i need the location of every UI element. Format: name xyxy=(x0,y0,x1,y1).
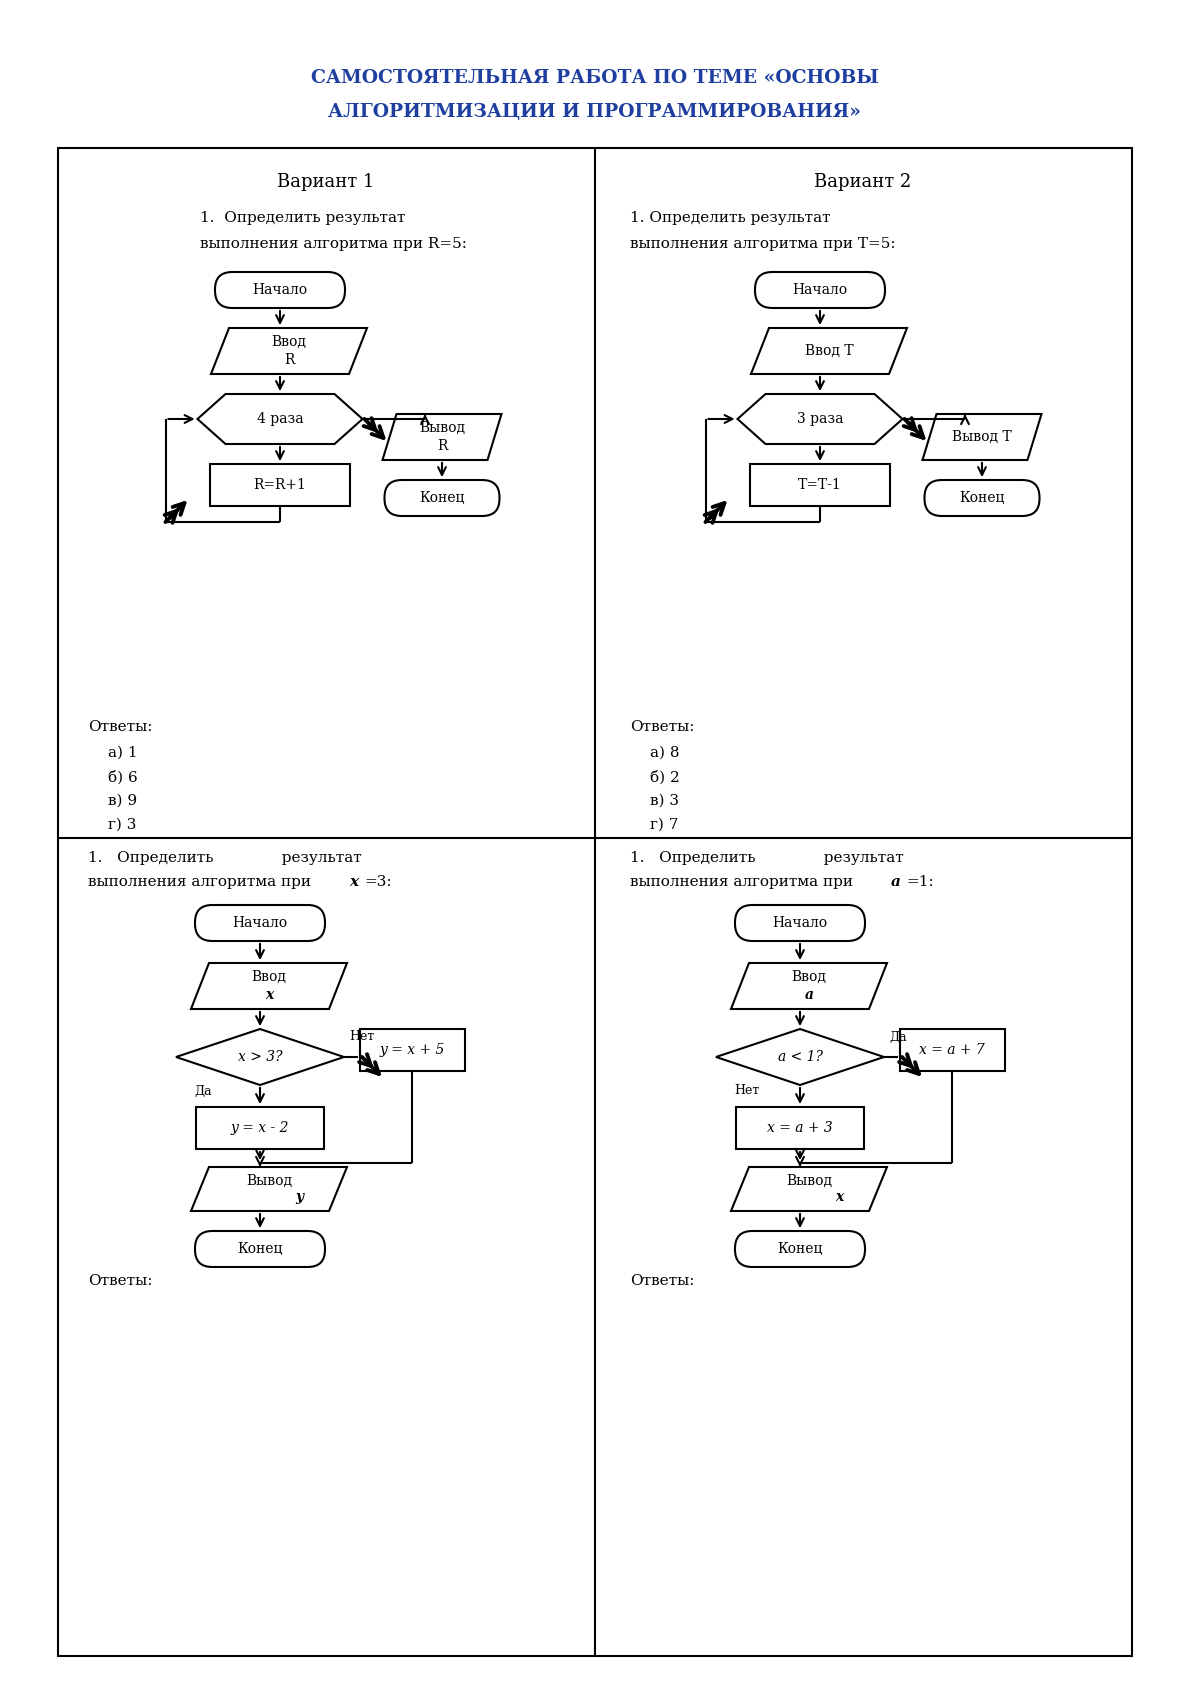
FancyBboxPatch shape xyxy=(195,904,325,941)
Polygon shape xyxy=(382,414,501,460)
Text: R: R xyxy=(283,354,294,367)
Text: Ввод: Ввод xyxy=(271,335,307,349)
Text: =1:: =1: xyxy=(906,876,934,889)
Text: Начало: Начало xyxy=(232,916,288,930)
Text: R: R xyxy=(437,440,447,453)
Text: Вариант 2: Вариант 2 xyxy=(814,173,912,190)
FancyBboxPatch shape xyxy=(925,480,1040,515)
Text: Ответы:: Ответы: xyxy=(88,1275,152,1288)
Text: Начало: Начало xyxy=(793,283,847,296)
Text: Начало: Начало xyxy=(252,283,307,296)
Text: б) 2: б) 2 xyxy=(650,770,679,785)
Text: САМОСТОЯТЕЛЬНАЯ РАБОТА ПО ТЕМЕ «ОСНОВЫ: САМОСТОЯТЕЛЬНАЯ РАБОТА ПО ТЕМЕ «ОСНОВЫ xyxy=(311,69,879,88)
Text: a < 1?: a < 1? xyxy=(777,1051,822,1064)
Text: б) 6: б) 6 xyxy=(108,770,138,785)
Text: АЛГОРИТМИЗАЦИИ И ПРОГРАММИРОВАНИЯ»: АЛГОРИТМИЗАЦИИ И ПРОГРАММИРОВАНИЯ» xyxy=(328,103,862,121)
Text: г) 7: г) 7 xyxy=(650,818,678,832)
Polygon shape xyxy=(716,1029,884,1084)
Polygon shape xyxy=(192,1167,347,1211)
Text: x: x xyxy=(349,876,358,889)
Text: а) 1: а) 1 xyxy=(108,746,138,759)
FancyBboxPatch shape xyxy=(195,1231,325,1266)
Text: 1.  Определить результат: 1. Определить результат xyxy=(200,210,406,226)
Text: x = a + 7: x = a + 7 xyxy=(919,1042,985,1058)
Text: Нет: Нет xyxy=(349,1031,374,1044)
Text: Нет: Нет xyxy=(734,1084,759,1098)
Polygon shape xyxy=(211,328,367,374)
Text: 1.   Определить              результат: 1. Определить результат xyxy=(88,850,362,866)
Text: в) 3: в) 3 xyxy=(650,793,679,808)
Polygon shape xyxy=(192,963,347,1009)
FancyBboxPatch shape xyxy=(754,273,885,308)
Text: Ответы:: Ответы: xyxy=(630,721,695,734)
Text: y = x + 5: y = x + 5 xyxy=(380,1042,445,1058)
FancyBboxPatch shape xyxy=(215,273,345,308)
Text: Да: Да xyxy=(889,1031,907,1044)
Text: Конец: Конец xyxy=(237,1243,283,1256)
Bar xyxy=(359,1029,464,1071)
Text: Т=Т-1: Т=Т-1 xyxy=(798,478,841,492)
Text: выполнения алгоритма при: выполнения алгоритма при xyxy=(88,876,315,889)
Text: 3 раза: 3 раза xyxy=(797,413,844,426)
Bar xyxy=(209,465,350,505)
Text: Ввод: Ввод xyxy=(251,970,287,983)
Text: г) 3: г) 3 xyxy=(108,818,137,832)
Text: Ответы:: Ответы: xyxy=(88,721,152,734)
Polygon shape xyxy=(922,414,1041,460)
FancyBboxPatch shape xyxy=(735,1231,865,1266)
Text: Вывод Т: Вывод Т xyxy=(952,429,1011,445)
Text: x: x xyxy=(265,989,274,1002)
Bar xyxy=(196,1106,324,1148)
Text: Да: Да xyxy=(194,1084,212,1098)
Text: Конец: Конец xyxy=(777,1243,822,1256)
Polygon shape xyxy=(176,1029,344,1084)
Text: =3:: =3: xyxy=(364,876,392,889)
Text: Ввод: Ввод xyxy=(791,970,827,983)
Text: Конец: Конец xyxy=(959,492,1004,505)
Text: Ответы:: Ответы: xyxy=(630,1275,695,1288)
Text: a: a xyxy=(891,876,901,889)
Text: Вариант 1: Вариант 1 xyxy=(277,173,375,190)
Text: x > 3?: x > 3? xyxy=(238,1051,282,1064)
Text: Вывод: Вывод xyxy=(419,421,465,434)
Polygon shape xyxy=(198,394,363,445)
Polygon shape xyxy=(731,963,887,1009)
Text: 1. Определить результат: 1. Определить результат xyxy=(630,210,831,226)
Text: 4 раза: 4 раза xyxy=(257,413,303,426)
Text: y = x - 2: y = x - 2 xyxy=(231,1122,289,1135)
Text: а) 8: а) 8 xyxy=(650,746,679,759)
Bar xyxy=(750,465,890,505)
Text: x = a + 3: x = a + 3 xyxy=(768,1122,833,1135)
Text: R=R+1: R=R+1 xyxy=(253,478,307,492)
Text: 1.   Определить              результат: 1. Определить результат xyxy=(630,850,903,866)
Text: выполнения алгоритма при R=5:: выполнения алгоритма при R=5: xyxy=(200,237,466,251)
Text: Вывод: Вывод xyxy=(785,1174,832,1187)
FancyBboxPatch shape xyxy=(735,904,865,941)
Text: Начало: Начало xyxy=(772,916,827,930)
Polygon shape xyxy=(731,1167,887,1211)
Polygon shape xyxy=(738,394,902,445)
Bar xyxy=(900,1029,1004,1071)
Polygon shape xyxy=(751,328,907,374)
Text: a: a xyxy=(804,989,814,1002)
Text: y: y xyxy=(295,1191,303,1204)
Text: выполнения алгоритма при: выполнения алгоритма при xyxy=(630,876,858,889)
Text: выполнения алгоритма при Т=5:: выполнения алгоритма при Т=5: xyxy=(630,237,896,251)
FancyBboxPatch shape xyxy=(384,480,500,515)
Text: Ввод Т: Ввод Т xyxy=(804,344,853,359)
Text: x: x xyxy=(835,1191,844,1204)
Text: в) 9: в) 9 xyxy=(108,793,137,808)
Text: Конец: Конец xyxy=(419,492,465,505)
Bar xyxy=(735,1106,864,1148)
Bar xyxy=(58,148,1132,1655)
Text: Вывод: Вывод xyxy=(246,1174,292,1187)
